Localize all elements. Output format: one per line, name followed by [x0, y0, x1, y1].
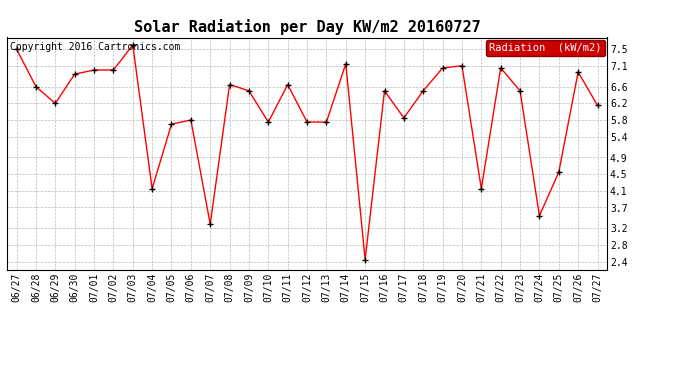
Legend: Radiation  (kW/m2): Radiation (kW/m2) — [486, 40, 605, 56]
Title: Solar Radiation per Day KW/m2 20160727: Solar Radiation per Day KW/m2 20160727 — [134, 19, 480, 35]
Text: Copyright 2016 Cartronics.com: Copyright 2016 Cartronics.com — [10, 42, 180, 52]
